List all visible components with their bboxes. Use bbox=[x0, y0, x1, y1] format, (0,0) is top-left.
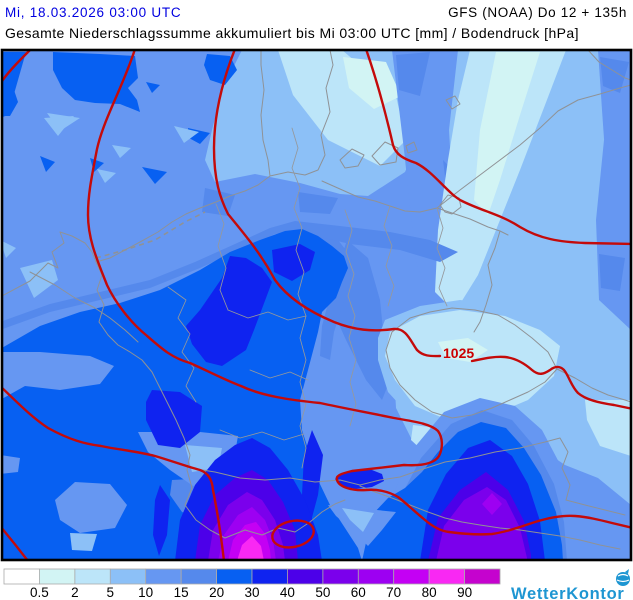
svg-text:WetterKontor: WetterKontor bbox=[511, 585, 625, 600]
svg-text:20: 20 bbox=[209, 585, 224, 600]
svg-text:GFS (NOAA) Do 12 + 135h: GFS (NOAA) Do 12 + 135h bbox=[448, 5, 627, 20]
svg-text:90: 90 bbox=[457, 585, 472, 600]
svg-text:Gesamte Niederschlagssumme akk: Gesamte Niederschlagssumme akkumuliert b… bbox=[5, 25, 579, 41]
svg-text:0.5: 0.5 bbox=[30, 585, 49, 600]
svg-text:15: 15 bbox=[174, 585, 189, 600]
svg-text:5: 5 bbox=[107, 585, 115, 600]
svg-text:40: 40 bbox=[280, 585, 295, 600]
svg-text:30: 30 bbox=[244, 585, 259, 600]
svg-text:80: 80 bbox=[422, 585, 437, 600]
svg-text:70: 70 bbox=[386, 585, 401, 600]
svg-text:50: 50 bbox=[315, 585, 330, 600]
svg-text:Mi, 18.03.2026 03:00 UTC: Mi, 18.03.2026 03:00 UTC bbox=[5, 5, 181, 20]
svg-text:2: 2 bbox=[71, 585, 79, 600]
svg-text:10: 10 bbox=[138, 585, 153, 600]
svg-text:1025: 1025 bbox=[443, 345, 474, 361]
svg-text:60: 60 bbox=[351, 585, 366, 600]
